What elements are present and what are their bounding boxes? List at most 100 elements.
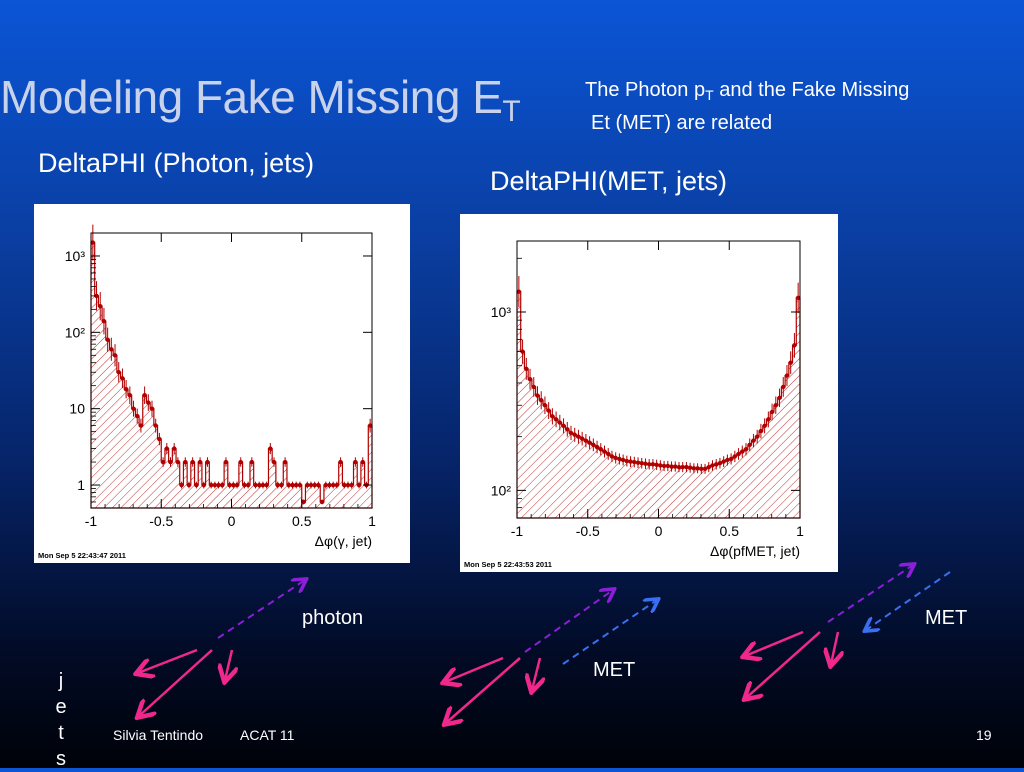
data-point (245, 482, 251, 488)
data-point (565, 427, 570, 432)
data-point (784, 373, 790, 378)
data-point (330, 482, 336, 488)
data-point (792, 343, 797, 348)
data-point (142, 393, 147, 398)
data-point (160, 459, 166, 465)
footer-conference: ACAT 11 (240, 727, 295, 743)
jets-label: j e t s (54, 668, 68, 772)
page-number: 19 (976, 727, 992, 743)
note-line-2: Et (MET) are related (591, 112, 773, 134)
x-tick-label: -1 (85, 513, 98, 529)
data-point (327, 482, 332, 488)
data-point (725, 457, 730, 463)
data-point (732, 454, 738, 459)
data-point (550, 414, 555, 419)
plot-timestamp: Mon Sep 5 22:43:47 2011 (38, 551, 126, 560)
data-point (268, 446, 273, 451)
data-point (123, 386, 129, 392)
data-point (208, 482, 214, 488)
x-tick-label: 0.5 (720, 523, 740, 539)
data-point (736, 451, 741, 457)
jet-arrow (745, 630, 804, 656)
note-line-1: The Photon pT and the Fake Missing (585, 76, 909, 109)
data-point (665, 463, 671, 469)
data-point (591, 442, 596, 448)
data-point (572, 432, 577, 437)
data-point (153, 423, 158, 428)
histogram-fill (516, 291, 801, 519)
data-point (249, 459, 255, 465)
data-point (197, 459, 203, 465)
left-plot-title: DeltaPHI (Photon, jets) (38, 148, 315, 178)
data-point (305, 482, 310, 488)
data-point (620, 457, 626, 463)
data-point (138, 423, 144, 428)
data-point (183, 459, 188, 465)
data-point (795, 295, 801, 301)
data-point (632, 459, 637, 465)
data-point (762, 423, 767, 429)
note-line-1-text: The Photon p (585, 79, 706, 101)
data-point (624, 458, 630, 464)
jets-letter: s (56, 748, 66, 770)
diagram-3 (745, 565, 951, 698)
data-point (171, 446, 177, 451)
data-point (242, 482, 247, 488)
data-point (583, 438, 589, 443)
x-tick-label: -0.5 (576, 523, 600, 539)
photon-label: photon (302, 607, 364, 629)
data-point (186, 482, 192, 488)
slide-note: The Photon pT and the Fake Missing Et (M… (585, 76, 909, 137)
data-point (650, 462, 656, 467)
data-point (201, 482, 206, 488)
data-point (301, 499, 306, 505)
data-point (105, 337, 110, 342)
data-point (561, 423, 566, 429)
data-point (164, 446, 169, 451)
data-point (524, 366, 529, 372)
data-point (353, 459, 358, 465)
data-point (120, 376, 125, 381)
data-point (527, 376, 533, 382)
data-point (297, 482, 303, 488)
data-point (721, 459, 726, 464)
data-point (531, 384, 536, 390)
data-point (516, 289, 522, 294)
data-point (338, 459, 343, 465)
data-point (275, 482, 280, 488)
data-point (257, 482, 262, 488)
left-histogram-panel: -1 -0.5 0 0.5 1 1 10 10² 10³ Δφ(γ, jet) Mon Sep 5 … (34, 204, 410, 563)
event-diagrams (0, 560, 951, 768)
data-point (94, 293, 99, 299)
data-point (260, 482, 266, 488)
data-point (717, 461, 723, 466)
x-axis-label: Δφ(γ, jet) (315, 533, 372, 549)
data-point (587, 440, 592, 445)
data-point (349, 482, 354, 488)
data-point (135, 413, 140, 419)
x-tick-label: 0 (655, 523, 663, 539)
data-point (319, 499, 325, 505)
data-point (356, 482, 362, 488)
data-point (146, 400, 151, 405)
plot-timestamp: Mon Sep 5 22:43:53 2011 (464, 560, 552, 569)
data-point (777, 395, 782, 401)
data-point (279, 482, 284, 488)
y-tick-label: 10³ (491, 304, 512, 320)
x-tick-label: -0.5 (149, 513, 173, 529)
data-point (194, 482, 199, 488)
note-line-1-rest: and the Fake Missing (713, 79, 910, 101)
right-histogram: -1 -0.5 0 0.5 1 10² 10³ Δφ(pfMET, jet) Mon Sep 5… (464, 240, 804, 569)
data-point (781, 384, 786, 390)
data-point (769, 409, 775, 415)
x-tick-label: 0.5 (292, 513, 312, 529)
data-point (747, 442, 752, 448)
data-point (116, 370, 121, 375)
data-point (706, 464, 711, 470)
diagram-1 (138, 580, 305, 716)
jet-arrow (225, 649, 232, 680)
data-point (308, 482, 314, 488)
data-point (691, 466, 697, 471)
data-point (673, 464, 678, 469)
data-point (598, 447, 603, 452)
